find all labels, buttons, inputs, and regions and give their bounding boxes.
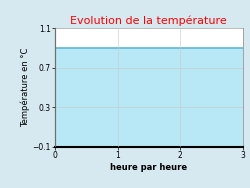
Title: Evolution de la température: Evolution de la température [70,16,227,26]
Y-axis label: Température en °C: Température en °C [20,48,30,127]
X-axis label: heure par heure: heure par heure [110,163,187,172]
